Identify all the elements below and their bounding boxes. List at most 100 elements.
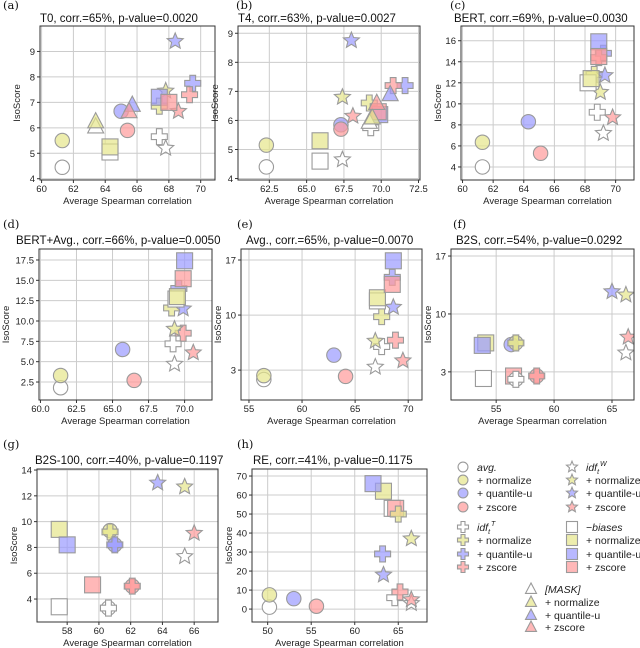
y-tick-label: 70 bbox=[236, 472, 247, 483]
point-star-none bbox=[616, 342, 634, 361]
x-axis-label: Average Spearman correlation bbox=[61, 416, 190, 427]
point-plus-zscore bbox=[384, 77, 402, 95]
point-star-quantile-u bbox=[383, 297, 403, 316]
y-tick-label: 10 bbox=[236, 586, 247, 597]
y-tick-label: 10 bbox=[435, 309, 446, 320]
plot-area bbox=[238, 26, 420, 180]
y-tick-label: 3 bbox=[231, 366, 236, 377]
point-star-quantile-u bbox=[342, 30, 361, 49]
x-axis-label: Average Spearman correlation bbox=[265, 196, 394, 207]
point-square-none bbox=[311, 152, 329, 170]
point-star-none bbox=[156, 138, 176, 157]
legend-item-plus-none: idftT bbox=[456, 520, 496, 536]
axes-frame bbox=[38, 248, 213, 401]
x-axis-label: Average Spearman correlation bbox=[478, 416, 607, 427]
legend-label-sub: t bbox=[488, 529, 491, 536]
point-plus-zscore bbox=[528, 367, 546, 385]
x-tick-label: 66 bbox=[549, 184, 560, 195]
point-plus-none bbox=[99, 599, 117, 617]
point-circle-none bbox=[474, 159, 491, 175]
triangle-marker-icon bbox=[524, 581, 538, 594]
point-star-zscore bbox=[184, 523, 204, 542]
panel-title: T4, corr.=63%, p-value=0.0027 bbox=[238, 13, 396, 25]
panel-label: (d) bbox=[3, 217, 19, 231]
scatter-panel-g: (g) B2S-100, corr.=40%, p-value=0.1197 58 6… bbox=[3, 437, 223, 648]
point-star-zscore bbox=[183, 342, 203, 361]
y-axis-label: IsoScore bbox=[433, 84, 444, 122]
legend-label: + quantile-u bbox=[477, 549, 532, 561]
y-tick-label: 12.5 bbox=[16, 296, 35, 307]
point-circle-normalize bbox=[261, 587, 278, 603]
point-circle-normalize bbox=[258, 137, 275, 153]
panel-label: (h) bbox=[237, 437, 253, 451]
panel-label: (b) bbox=[236, 0, 252, 12]
point-star-zscore bbox=[603, 107, 622, 126]
triangle-marker-icon bbox=[524, 594, 538, 607]
point-circle-none bbox=[258, 159, 275, 175]
x-tick-label: 60 bbox=[36, 184, 47, 195]
y-tick-label: 12 bbox=[21, 491, 32, 502]
point-circle-normalize bbox=[52, 367, 69, 384]
legend-item-square-normalize: + normalize bbox=[565, 533, 640, 547]
circle-marker-icon bbox=[457, 461, 469, 473]
legend-item-star-normalize: + normalize bbox=[565, 472, 640, 487]
markers bbox=[261, 475, 421, 615]
point-star-quantile-u bbox=[165, 31, 185, 50]
triangle-marker-icon bbox=[524, 607, 538, 620]
legend-label-text: + zscore bbox=[545, 622, 585, 634]
point-circle-normalize bbox=[54, 132, 71, 149]
point-circle-normalize bbox=[256, 367, 272, 384]
y-tick-label: 60 bbox=[236, 491, 247, 502]
y-tick-label: 16 bbox=[445, 36, 456, 47]
legend-label-text: + quantile-u bbox=[586, 488, 640, 500]
scatter-panel-f: (f) B2S, corr.=54%, p-value=0.0292 55 60 65 3… bbox=[423, 217, 635, 427]
y-tick-label: 8 bbox=[30, 72, 35, 83]
x-tick-label: 62.5 bbox=[260, 184, 279, 195]
legend-label-sup: T bbox=[491, 521, 496, 528]
point-square-normalize bbox=[311, 132, 329, 150]
point-square-zscore bbox=[84, 576, 102, 594]
point-triangle-normalize bbox=[86, 111, 105, 129]
y-tick-label: 8 bbox=[228, 58, 233, 69]
point-star-none bbox=[175, 546, 194, 565]
point-star-normalize bbox=[333, 87, 352, 106]
y-tick-label: 8 bbox=[451, 120, 456, 131]
point-circle-quantile-u bbox=[326, 347, 342, 363]
legend-item-star-zscore: + zscore bbox=[565, 499, 626, 514]
panel-label: (a) bbox=[3, 0, 19, 12]
point-star-zscore bbox=[401, 589, 421, 608]
legend-label: + normalize bbox=[477, 475, 532, 487]
point-circle-zscore bbox=[126, 372, 142, 389]
circle-marker-icon bbox=[457, 501, 469, 513]
point-square-zscore bbox=[590, 47, 608, 66]
y-tick-label: 9 bbox=[30, 47, 35, 58]
x-axis-label: Average Spearman correlation bbox=[63, 638, 192, 648]
legend-label-text: + normalize bbox=[586, 475, 640, 487]
star-marker-icon bbox=[565, 499, 579, 513]
point-square-quantile-u bbox=[473, 336, 491, 354]
point-square-none bbox=[474, 369, 492, 388]
point-plus-normalize bbox=[507, 334, 525, 352]
panel-label: (e) bbox=[237, 217, 253, 231]
point-circle-quantile-u bbox=[286, 590, 302, 607]
markers bbox=[473, 281, 634, 388]
point-circle-zscore bbox=[308, 598, 325, 614]
point-plus-zscore bbox=[386, 331, 405, 349]
axes-frame bbox=[251, 468, 428, 623]
x-tick-label: 64 bbox=[157, 626, 168, 637]
legend-label: + zscore bbox=[477, 562, 517, 574]
legend-item-plus-quantile-u: + quantile-u bbox=[456, 547, 532, 561]
axes-frame bbox=[460, 25, 635, 181]
x-tick-label: 66 bbox=[132, 184, 143, 195]
point-star-zscore bbox=[343, 106, 363, 125]
plot-area bbox=[461, 26, 634, 180]
x-tick-label: 60.0 bbox=[31, 404, 50, 415]
legend-item-star-quantile-u: + quantile-u bbox=[565, 485, 640, 500]
legend-item-square-quantile-u: + quantile-u bbox=[565, 547, 640, 561]
legend-label: idftT bbox=[477, 521, 496, 536]
y-axis-label: IsoScore bbox=[224, 527, 235, 565]
x-tick-label: 60 bbox=[549, 404, 560, 415]
legend-label-text: −biases bbox=[586, 522, 623, 534]
